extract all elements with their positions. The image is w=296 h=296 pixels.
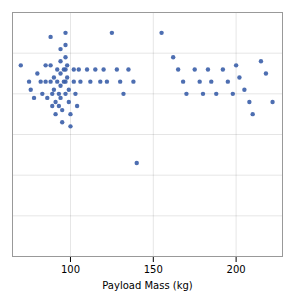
svg-text:200: 200 <box>227 264 246 275</box>
svg-text:150: 150 <box>144 264 163 275</box>
svg-text:100: 100 <box>61 264 80 275</box>
svg-text:Payload Mass (kg): Payload Mass (kg) <box>102 280 193 291</box>
